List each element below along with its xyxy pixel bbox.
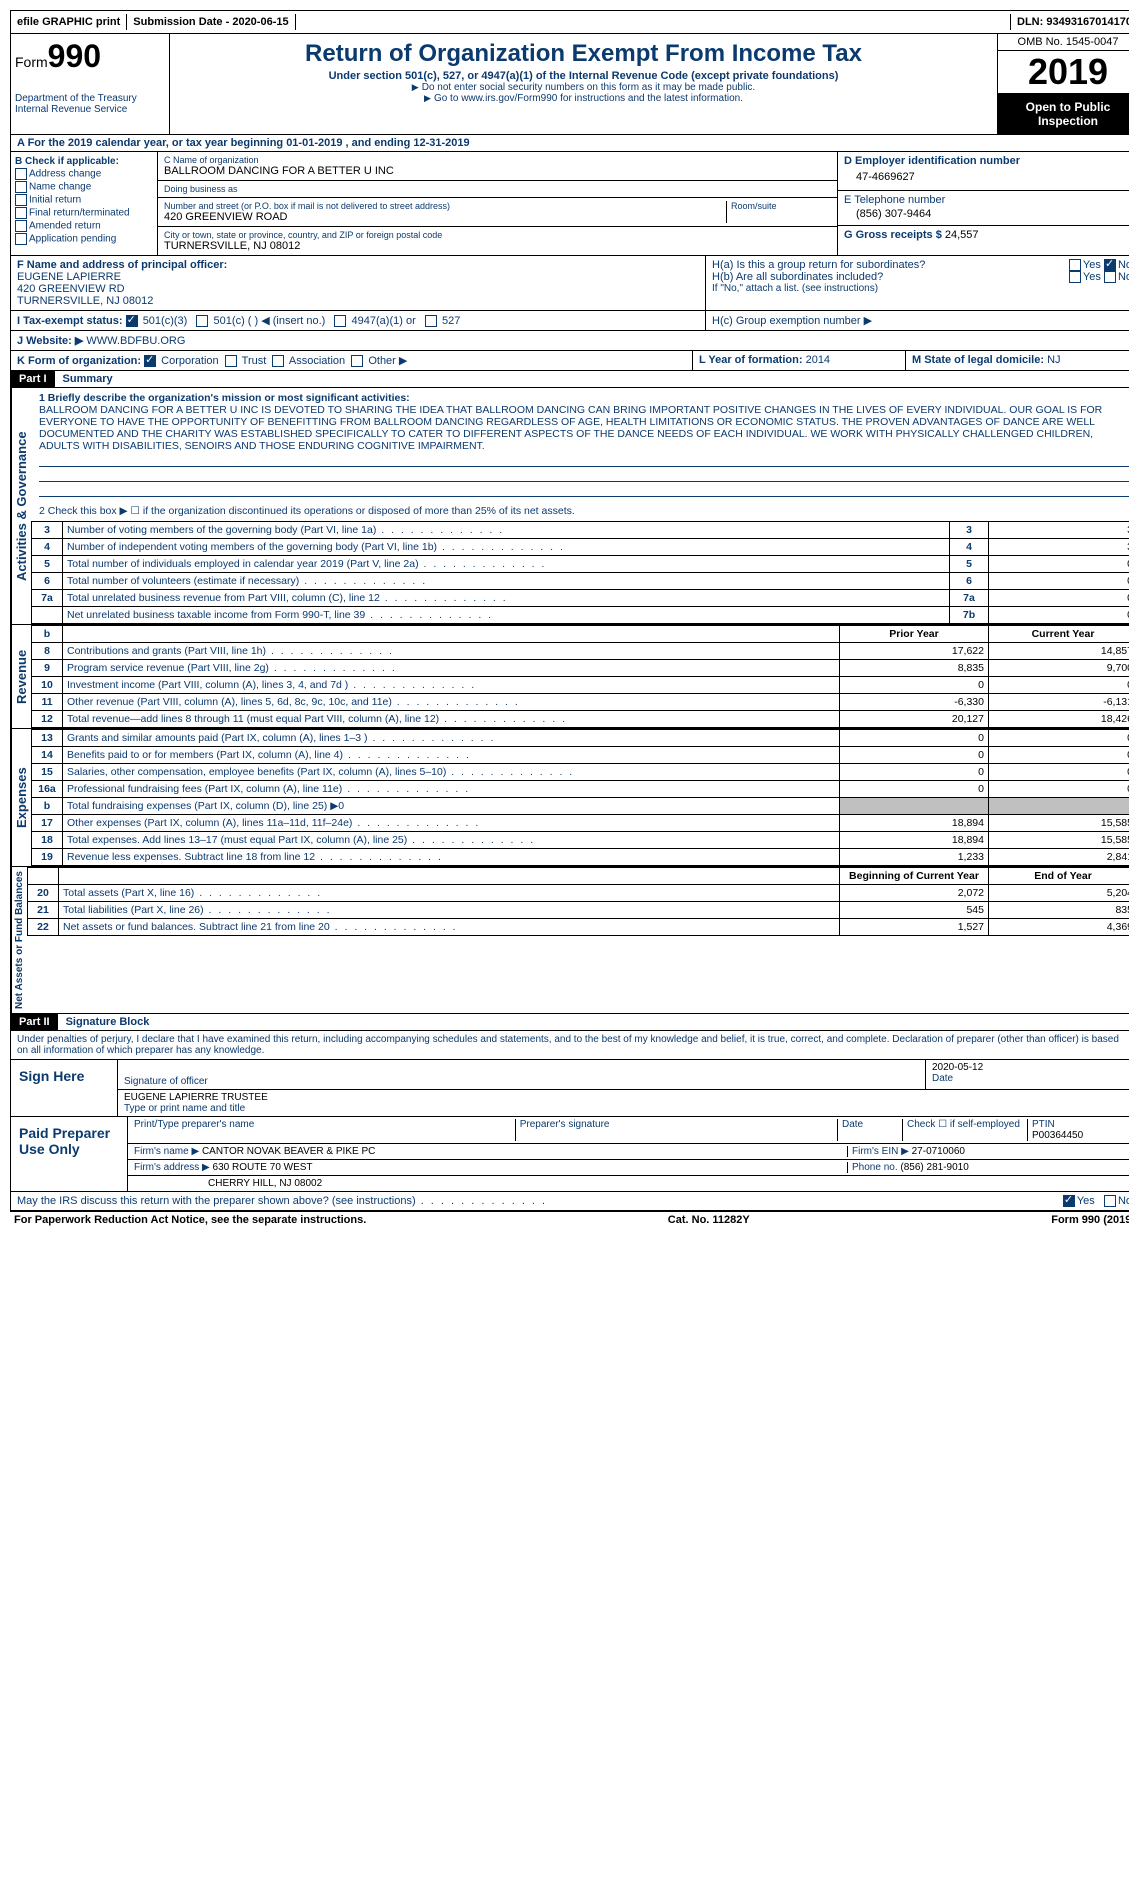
firm-address-2: CHERRY HILL, NJ 08002: [128, 1176, 1129, 1191]
box-c: C Name of organization BALLROOM DANCING …: [158, 152, 837, 255]
501c3-checkbox: [126, 315, 138, 327]
revenue-table: bPrior YearCurrent Year8Contributions an…: [31, 625, 1129, 728]
org-name: BALLROOM DANCING FOR A BETTER U INC: [164, 165, 831, 177]
expenses-table: 13Grants and similar amounts paid (Part …: [31, 729, 1129, 866]
header-left: Form990 Department of the Treasury Inter…: [11, 34, 170, 134]
paid-preparer-label: Paid Preparer Use Only: [11, 1117, 128, 1191]
efile-label: efile GRAPHIC print: [11, 14, 127, 30]
net-assets-table: Beginning of Current YearEnd of Year20To…: [27, 867, 1129, 936]
activities-governance-label: Activities & Governance: [11, 388, 31, 624]
officer-signature-name: EUGENE LAPIERRE TRUSTEE: [124, 1092, 1129, 1103]
firm-ein: 27-0710060: [912, 1146, 965, 1157]
header-center: Return of Organization Exempt From Incom…: [170, 34, 998, 134]
submission-date: Submission Date - 2020-06-15: [127, 14, 295, 30]
expenses-section: Expenses 13Grants and similar amounts pa…: [10, 729, 1129, 867]
net-assets-label: Net Assets or Fund Balances: [11, 867, 27, 1013]
website: WWW.BDFBU.ORG: [86, 335, 185, 347]
gross-receipts: 24,557: [945, 229, 979, 241]
ptin: P00364450: [1032, 1130, 1083, 1141]
top-bar: efile GRAPHIC print Submission Date - 20…: [10, 10, 1129, 34]
officer-name: EUGENE LAPIERRE: [17, 271, 699, 283]
firm-name: CANTOR NOVAK BEAVER & PIKE PC: [202, 1146, 375, 1157]
sign-date: 2020-05-12: [932, 1062, 1129, 1073]
irs-link[interactable]: www.irs.gov/Form990: [461, 93, 557, 104]
row-f-h: F Name and address of principal officer:…: [10, 256, 1129, 311]
ha-no-checkbox: [1104, 259, 1116, 271]
expenses-label: Expenses: [11, 729, 31, 866]
dln: DLN: 93493167014170: [1010, 14, 1129, 30]
ein: 47-4669627: [844, 167, 1129, 187]
activities-governance-section: Activities & Governance 1 Briefly descri…: [10, 388, 1129, 625]
line-2: 2 Check this box ▶ ☐ if the organization…: [31, 501, 1129, 521]
mission-block: 1 Briefly describe the organization's mi…: [31, 388, 1129, 501]
revenue-label: Revenue: [11, 625, 31, 728]
revenue-section: Revenue bPrior YearCurrent Year8Contribu…: [10, 625, 1129, 729]
form-title: Return of Organization Exempt From Incom…: [174, 40, 993, 68]
tax-year: 2019: [998, 51, 1129, 94]
open-public-badge: Open to Public Inspection: [998, 94, 1129, 134]
firm-phone: (856) 281-9010: [900, 1162, 968, 1173]
net-assets-section: Net Assets or Fund Balances Beginning of…: [10, 867, 1129, 1014]
box-de: D Employer identification number 47-4669…: [837, 152, 1129, 255]
governance-table: 3Number of voting members of the governi…: [31, 521, 1129, 624]
city-state-zip: TURNERSVILLE, NJ 08012: [164, 240, 831, 252]
perjury-statement: Under penalties of perjury, I declare th…: [10, 1031, 1129, 1060]
row-a-tax-year: A For the 2019 calendar year, or tax yea…: [10, 135, 1129, 152]
discuss-yes-checkbox: [1063, 1195, 1075, 1207]
row-klm: K Form of organization: Corporation Trus…: [10, 351, 1129, 371]
telephone: (856) 307-9464: [844, 206, 1129, 222]
row-i: I Tax-exempt status: 501(c)(3) 501(c) ( …: [10, 311, 1129, 331]
paid-preparer-block: Paid Preparer Use Only Print/Type prepar…: [10, 1117, 1129, 1192]
part-ii-header: Part II Signature Block: [10, 1014, 1129, 1031]
firm-address-1: 630 ROUTE 70 WEST: [213, 1162, 313, 1173]
form-header: Form990 Department of the Treasury Inter…: [10, 34, 1129, 135]
mission-text: BALLROOM DANCING FOR A BETTER U INC IS D…: [39, 404, 1102, 452]
state-domicile: NJ: [1047, 354, 1060, 366]
omb-number: OMB No. 1545-0047: [998, 34, 1129, 51]
header-right: OMB No. 1545-0047 2019 Open to Public In…: [998, 34, 1129, 134]
page-footer: For Paperwork Reduction Act Notice, see …: [10, 1211, 1129, 1228]
corporation-checkbox: [144, 355, 156, 367]
part-i-header: Part I Summary: [10, 371, 1129, 388]
box-b: B Check if applicable: Address change Na…: [11, 152, 158, 255]
row-j: J Website: ▶ WWW.BDFBU.ORG: [10, 331, 1129, 351]
street-address: 420 GREENVIEW ROAD: [164, 211, 726, 223]
sign-here-block: Sign Here Signature of officer 2020-05-1…: [10, 1060, 1129, 1117]
sign-here-label: Sign Here: [11, 1060, 118, 1116]
year-formation: 2014: [806, 354, 830, 366]
entity-info-grid: B Check if applicable: Address change Na…: [10, 152, 1129, 256]
discuss-row: May the IRS discuss this return with the…: [10, 1192, 1129, 1211]
